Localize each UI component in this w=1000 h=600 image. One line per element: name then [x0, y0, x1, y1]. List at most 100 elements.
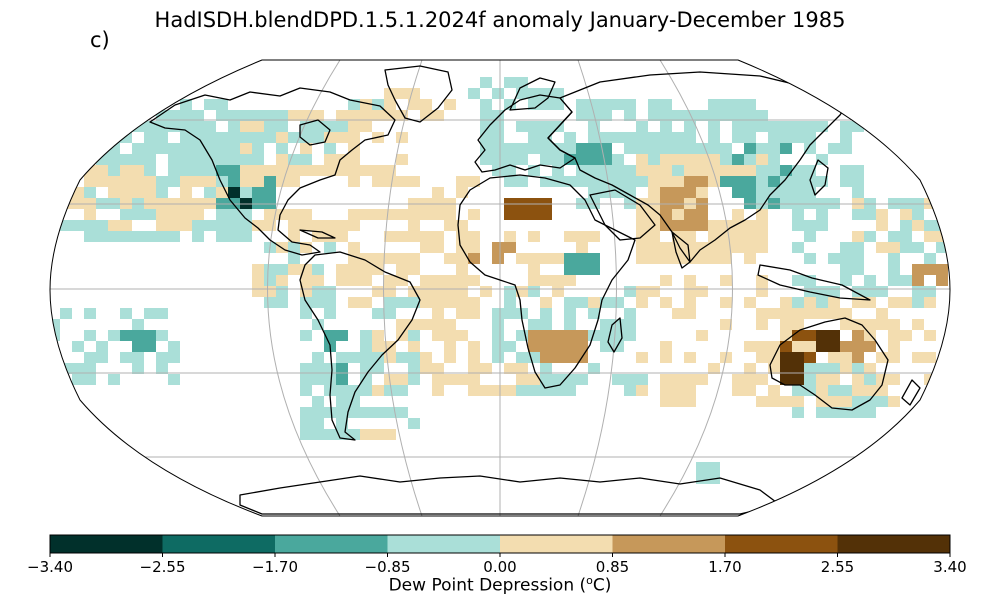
anomaly-cell: [624, 187, 636, 198]
anomaly-cell: [888, 341, 900, 352]
anomaly-cell: [612, 374, 624, 385]
anomaly-cell: [576, 330, 588, 341]
anomaly-cell: [564, 330, 576, 341]
anomaly-cell: [840, 407, 852, 418]
anomaly-cell: [396, 319, 408, 330]
anomaly-cell: [312, 407, 324, 418]
anomaly-cell: [372, 308, 384, 319]
anomaly-cell: [384, 286, 396, 297]
anomaly-cell: [408, 209, 420, 220]
anomaly-cell: [300, 418, 312, 429]
anomaly-cell: [360, 429, 372, 440]
anomaly-cell: [408, 352, 420, 363]
anomaly-cell: [372, 209, 384, 220]
anomaly-cell: [684, 242, 696, 253]
anomaly-cell: [120, 352, 132, 363]
anomaly-cell: [384, 352, 396, 363]
anomaly-cell: [192, 220, 204, 231]
anomaly-cell: [228, 132, 240, 143]
anomaly-cell: [108, 374, 120, 385]
anomaly-cell: [804, 385, 816, 396]
anomaly-cell: [432, 110, 444, 121]
anomaly-cell: [852, 330, 864, 341]
anomaly-cell: [444, 220, 456, 231]
colorbar-segment: [612, 535, 726, 553]
anomaly-cell: [396, 407, 408, 418]
anomaly-cell: [732, 220, 744, 231]
anomaly-cell: [492, 242, 504, 253]
anomaly-cell: [888, 264, 900, 275]
anomaly-cell: [432, 330, 444, 341]
anomaly-cell: [768, 341, 780, 352]
anomaly-cell: [636, 297, 648, 308]
anomaly-cell: [180, 132, 192, 143]
anomaly-cell: [480, 110, 492, 121]
anomaly-cell: [420, 99, 432, 110]
anomaly-cell: [96, 165, 108, 176]
anomaly-cell: [744, 363, 756, 374]
anomaly-cell: [720, 154, 732, 165]
anomaly-cell: [384, 308, 396, 319]
anomaly-cell: [348, 253, 360, 264]
coast-north-america: [149, 87, 396, 256]
anomaly-cell: [828, 143, 840, 154]
anomaly-cell: [888, 242, 900, 253]
anomaly-cell: [336, 363, 348, 374]
anomaly-cell: [732, 165, 744, 176]
anomaly-cell: [528, 99, 540, 110]
anomaly-cell: [708, 242, 720, 253]
anomaly-cell: [696, 154, 708, 165]
anomaly-cell: [228, 110, 240, 121]
anomaly-cell: [360, 330, 372, 341]
anomaly-cell: [768, 308, 780, 319]
anomaly-cell: [780, 374, 792, 385]
panel-label: c): [90, 28, 110, 52]
anomaly-cell: [72, 187, 84, 198]
anomaly-cell: [912, 242, 924, 253]
anomaly-cell: [228, 165, 240, 176]
anomaly-cell: [600, 99, 612, 110]
anomaly-cell: [480, 385, 492, 396]
anomaly-cell: [780, 176, 792, 187]
anomaly-cell: [432, 231, 444, 242]
anomaly-cell: [792, 209, 804, 220]
anomaly-cell: [348, 110, 360, 121]
anomaly-cell: [528, 352, 540, 363]
anomaly-cell: [264, 165, 276, 176]
anomaly-cell: [396, 264, 408, 275]
anomaly-cell: [96, 143, 108, 154]
anomaly-cell: [360, 363, 372, 374]
anomaly-cell: [660, 297, 672, 308]
anomaly-cell: [888, 330, 900, 341]
anomaly-cell: [276, 264, 288, 275]
anomaly-cell: [636, 242, 648, 253]
anomaly-cell: [912, 209, 924, 220]
anomaly-cell: [696, 253, 708, 264]
anomaly-cell: [504, 231, 516, 242]
anomaly-cell: [60, 165, 72, 176]
anomaly-cell: [228, 220, 240, 231]
anomaly-cell: [528, 253, 540, 264]
anomaly-cell: [732, 110, 744, 121]
anomaly-cell: [852, 286, 864, 297]
anomaly-cell: [780, 396, 792, 407]
anomaly-cell: [396, 209, 408, 220]
anomaly-cell: [120, 209, 132, 220]
anomaly-cell: [348, 352, 360, 363]
anomaly-cell: [576, 110, 588, 121]
anomaly-cell: [696, 330, 708, 341]
anomaly-cell: [480, 99, 492, 110]
anomaly-cell: [84, 110, 96, 121]
anomaly-cell: [240, 220, 252, 231]
anomaly-cell: [408, 363, 420, 374]
anomaly-cell: [180, 165, 192, 176]
anomaly-cell: [156, 110, 168, 121]
anomaly-cell: [180, 220, 192, 231]
anomaly-cell: [792, 319, 804, 330]
anomaly-cell: [864, 286, 876, 297]
anomaly-cell: [384, 341, 396, 352]
anomaly-cell: [50, 319, 60, 330]
anomaly-cell: [108, 154, 120, 165]
anomaly-cell: [624, 385, 636, 396]
anomaly-cell: [540, 143, 552, 154]
